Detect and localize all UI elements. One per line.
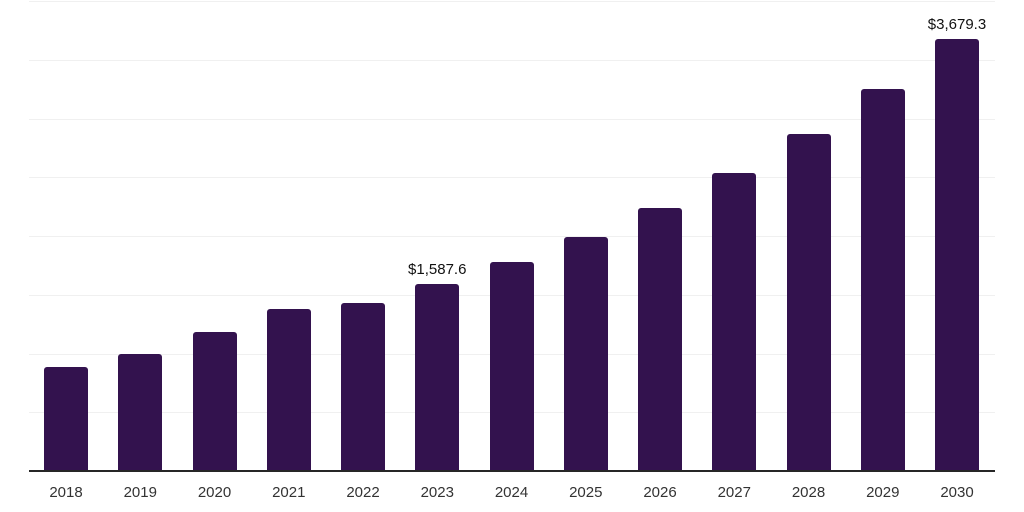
bar-2024 bbox=[489, 261, 534, 471]
gridline-3500 bbox=[29, 59, 995, 61]
plot-area: $1,587.6 $3,679.3 bbox=[29, 1, 995, 472]
bar-2023 bbox=[415, 284, 460, 471]
bar-2027 bbox=[712, 172, 757, 471]
bar-2029 bbox=[860, 88, 905, 471]
x-tick-2030: 2030 bbox=[940, 484, 974, 501]
x-tick-2027: 2027 bbox=[717, 484, 751, 501]
data-label-2023: $1,587.6 bbox=[408, 261, 467, 279]
x-tick-2029: 2029 bbox=[866, 484, 900, 501]
gridline-3000 bbox=[29, 118, 995, 120]
gridline-2000 bbox=[29, 236, 995, 237]
x-tick-2019: 2019 bbox=[123, 484, 157, 501]
x-tick-2028: 2028 bbox=[791, 484, 826, 501]
data-label-2030: $3,679.3 bbox=[927, 15, 987, 33]
bar-2026 bbox=[638, 207, 682, 471]
bar-2022 bbox=[341, 302, 385, 471]
gridline-4000 bbox=[29, 1, 995, 2]
x-tick-2023: 2023 bbox=[420, 484, 454, 501]
x-tick-2026: 2026 bbox=[643, 484, 677, 501]
x-tick-2022: 2022 bbox=[346, 484, 380, 501]
x-tick-2020: 2020 bbox=[197, 484, 232, 501]
bar-2018 bbox=[44, 367, 88, 471]
x-tick-2018: 2018 bbox=[49, 484, 83, 501]
gridline-2500 bbox=[29, 177, 995, 179]
bar-2021 bbox=[266, 309, 311, 471]
bar-2030 bbox=[935, 38, 979, 471]
bar-2028 bbox=[786, 133, 831, 471]
x-tick-2024: 2024 bbox=[494, 484, 529, 501]
x-axis-line bbox=[29, 470, 995, 472]
bar-2020 bbox=[192, 332, 237, 471]
bar-2019 bbox=[118, 354, 163, 471]
x-tick-2025: 2025 bbox=[569, 484, 603, 501]
x-tick-2021: 2021 bbox=[272, 484, 306, 501]
bar-2025 bbox=[563, 237, 608, 471]
